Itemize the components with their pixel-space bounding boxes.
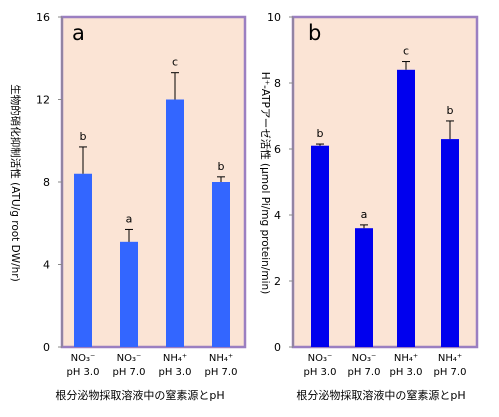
panel-b-category-label: NO₃⁻ [352, 353, 377, 364]
panel-b-bar [441, 139, 459, 347]
panel-b-category-label: NO₃⁻ [308, 353, 333, 364]
panel-a-significance-letter: a [126, 212, 133, 225]
panel-b-y-tick-label: 0 [274, 341, 281, 354]
panel-a-category-label: NO₃⁻ [117, 353, 142, 364]
panel-a-bar [166, 99, 184, 347]
panel-b-y-axis-title: H⁺-ATPアーゼ活性 (μmol Pi/mg protein/min) [259, 72, 272, 295]
panel-b-y-tick-label: 8 [274, 77, 281, 90]
panel-a-category-label: pH 3.0 [67, 367, 100, 378]
panel-a-bar [74, 173, 92, 347]
panel-a-x-axis-title: 根分泌物採取溶液中の窒素源とpH [55, 388, 224, 402]
panel-a-category-label: NH₄⁺ [163, 353, 187, 364]
panel-a-significance-letter: b [80, 130, 87, 143]
panel-a-category-label: NO₃⁻ [71, 353, 96, 364]
panel-b-category-label: pH 7.0 [434, 367, 467, 378]
panel-b-significance-letter: c [403, 45, 409, 58]
panel-b-y-tick-label: 2 [274, 275, 281, 288]
panel-a-category-label: pH 3.0 [159, 367, 192, 378]
panel-b-category-label: NH₄⁺ [438, 353, 462, 364]
panel-a-bar [212, 182, 230, 347]
panel-a-category-label: pH 7.0 [113, 367, 146, 378]
panel-a-category-label: NH₄⁺ [209, 353, 233, 364]
panel-b-significance-letter: a [361, 208, 368, 221]
panel-b-panel-label: b [308, 21, 321, 45]
panel-b-significance-letter: b [447, 104, 454, 117]
panel-a-bar [120, 241, 138, 347]
panel-a-y-tick-label: 4 [43, 259, 50, 272]
panel-b-category-label: NH₄⁺ [394, 353, 418, 364]
panel-a-y-tick-label: 16 [36, 11, 50, 24]
panel-b-y-tick-label: 10 [267, 11, 281, 24]
panel-b-y-tick-label: 6 [274, 143, 281, 156]
panel-a-y-tick-label: 8 [43, 176, 50, 189]
panel-a-y-axis-title: 生物的硝化抑制活性 (ATU/g root DW/hr) [9, 84, 22, 281]
panel-b-bar [311, 145, 329, 347]
panel-a-significance-letter: c [172, 56, 178, 69]
panel-a-category-label: pH 7.0 [205, 367, 238, 378]
panel-a-significance-letter: b [218, 160, 225, 173]
panel-b-x-axis-title: 根分泌物採取溶液中の窒素源とpH [296, 388, 465, 402]
panel-b-category-label: pH 7.0 [348, 367, 381, 378]
panel-b-category-label: pH 3.0 [304, 367, 337, 378]
panel-b-bar [397, 69, 415, 348]
panel-b-category-label: pH 3.0 [390, 367, 423, 378]
panel-a-y-tick-label: 12 [36, 94, 50, 107]
panel-b-significance-letter: b [317, 127, 324, 140]
panel-b-bar [355, 228, 373, 347]
panel-b-y-tick-label: 4 [274, 209, 281, 222]
panel-a-y-tick-label: 0 [43, 341, 50, 354]
panel-a-panel-label: a [72, 21, 85, 45]
